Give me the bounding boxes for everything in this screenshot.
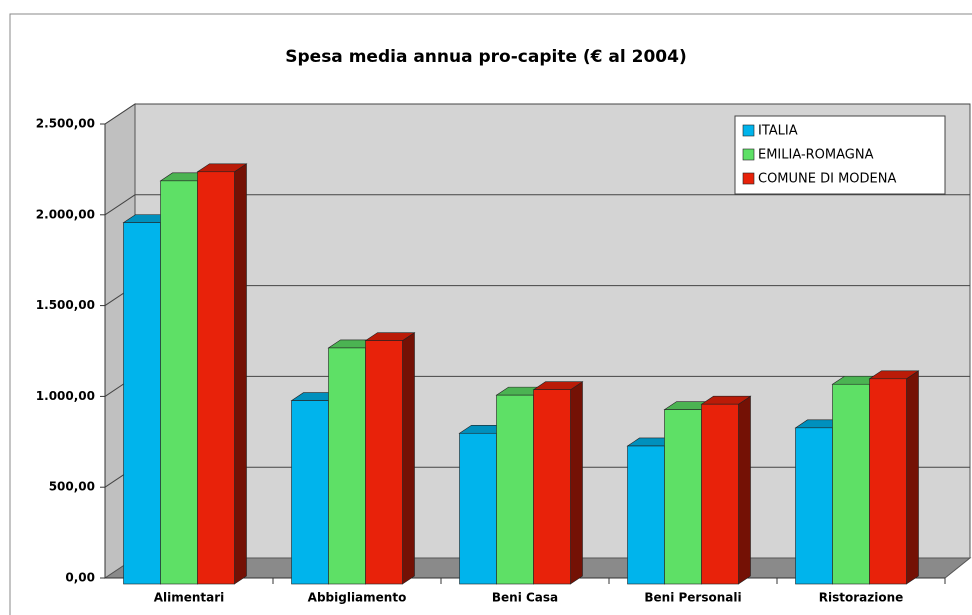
grid-line — [104, 194, 970, 216]
y-tick-label: 500,00 — [49, 480, 95, 494]
grid-line — [104, 103, 970, 125]
legend-swatch — [742, 172, 755, 185]
bar-side — [234, 163, 247, 585]
y-tick-label: 1.000,00 — [36, 389, 95, 403]
bar-front — [123, 222, 161, 585]
bar-front — [459, 432, 497, 585]
legend-label: EMILIA-ROMAGNA — [758, 148, 874, 163]
bar-front — [160, 180, 198, 585]
x-tick-label: Abbigliamento — [308, 591, 407, 605]
bar-side — [570, 381, 583, 585]
chart-title: Spesa media annua pro-capite (€ al 2004) — [285, 47, 686, 67]
bar-front — [496, 394, 534, 585]
bar — [868, 370, 920, 585]
bar-side — [738, 395, 751, 585]
bar-side — [906, 370, 919, 585]
bar-front — [197, 171, 235, 585]
legend: ITALIA EMILIA-ROMAGNA COMUNE DI MODENA — [734, 115, 946, 195]
bar-front — [664, 409, 702, 585]
bar-front — [869, 378, 907, 585]
bar-front — [795, 427, 833, 585]
legend-label: ITALIA — [758, 124, 798, 139]
y-tick-label: 2.000,00 — [36, 207, 95, 221]
bar-front — [365, 340, 403, 585]
bar — [196, 163, 248, 585]
x-tick-label: Beni Personali — [644, 591, 741, 605]
x-tick-label: Ristorazione — [819, 591, 904, 605]
legend-box — [734, 115, 946, 195]
bar-front — [627, 445, 665, 585]
bar-front — [291, 400, 329, 585]
y-tick-label: 2.500,00 — [36, 117, 95, 131]
x-tick-label: Beni Casa — [492, 591, 558, 605]
bar — [700, 395, 752, 585]
legend-label: COMUNE DI MODENA — [758, 172, 896, 187]
bar-front — [328, 347, 366, 585]
bar — [532, 381, 584, 585]
legend-swatch — [742, 124, 755, 137]
legend-swatch — [742, 148, 755, 161]
bar-side — [402, 332, 415, 585]
y-tick-label: 1.500,00 — [36, 298, 95, 312]
bar — [364, 332, 416, 585]
bar-front — [832, 383, 870, 585]
x-tick-label: Alimentari — [154, 591, 225, 605]
y-tick-label: 0,00 — [65, 571, 95, 585]
bar-front — [701, 403, 739, 585]
bar-front — [533, 389, 571, 585]
